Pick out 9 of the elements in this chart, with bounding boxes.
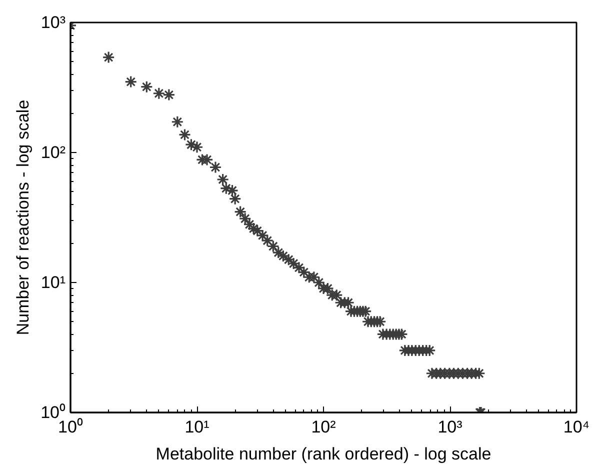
x-tick-label: 10⁴ — [563, 418, 590, 436]
y-tick-label: 10³ — [40, 13, 66, 32]
x-tick-label: 10³ — [438, 418, 463, 436]
y-axis-title: Number of reactions - log scale — [14, 100, 33, 336]
x-tick-label: 10² — [311, 418, 336, 436]
y-tick-label: 10² — [40, 143, 66, 162]
x-axis-title: Metabolite number (rank ordered) - log scale — [156, 444, 492, 464]
x-tick-label: 10¹ — [184, 418, 210, 436]
y-tick-label: 10¹ — [40, 273, 66, 292]
